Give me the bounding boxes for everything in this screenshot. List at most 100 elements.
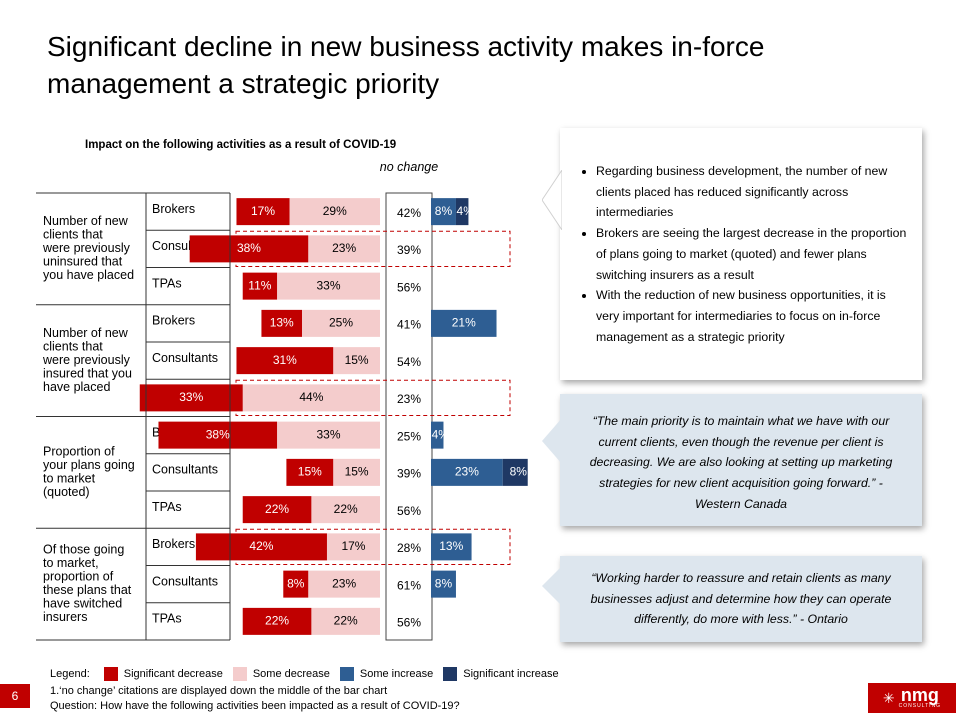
quote-text: “Working harder to reassure and retain c… — [590, 571, 892, 627]
group-label: your plans going — [43, 458, 135, 472]
segment-label: TPAs — [152, 612, 182, 626]
some-increase-bar — [431, 458, 503, 486]
some-decrease-label: 23% — [332, 576, 356, 590]
significant-decrease-bar — [286, 458, 334, 486]
significant-decrease-bar — [236, 198, 290, 226]
significant-increase-bar — [502, 458, 528, 486]
some-decrease-label: 22% — [334, 614, 358, 628]
group-label: clients that — [43, 339, 103, 353]
group-label: to market, — [43, 556, 99, 570]
nmg-logo: ✳ nmg CONSULTING — [868, 683, 956, 713]
findings-list: Regarding business development, the numb… — [580, 161, 911, 347]
significant-decrease-bar — [139, 384, 243, 412]
page-number: 6 — [0, 684, 30, 708]
significant-decrease-label: 22% — [265, 614, 289, 628]
no-change-value: 54% — [397, 355, 421, 369]
some-decrease-bar — [277, 421, 380, 449]
group-label: insured that you — [43, 366, 132, 380]
finding-item: Brokers are seeing the largest decrease … — [596, 223, 911, 285]
no-change-header: no change — [379, 160, 439, 174]
page-title: Significant decline in new business acti… — [47, 31, 765, 99]
significant-decrease-label: 42% — [249, 539, 273, 553]
group-label: to market — [43, 471, 96, 485]
significant-decrease-bar — [242, 607, 312, 635]
significant-decrease-bar — [242, 496, 312, 524]
significant-decrease-label: 33% — [179, 390, 203, 404]
group-label: (quoted) — [43, 485, 90, 499]
some-decrease-bar — [311, 496, 380, 524]
some-decrease-bar — [277, 272, 380, 300]
legend-some-increase: Some increase — [339, 667, 433, 681]
some-decrease-bar — [333, 458, 380, 486]
quote-pointer — [542, 418, 562, 464]
legend-title: Legend: — [50, 668, 90, 680]
quote-text: “The main priority is to maintain what w… — [589, 414, 893, 511]
some-decrease-bar — [308, 235, 380, 263]
no-change-value: 23% — [397, 392, 421, 406]
group-label: have switched — [43, 597, 122, 611]
significant-decrease-bar — [189, 235, 309, 263]
significant-decrease-bar — [283, 570, 309, 598]
legend-significant-decrease: Significant decrease — [103, 667, 223, 681]
segment-label: Brokers — [152, 537, 195, 551]
segment-label: Consultants — [152, 463, 218, 477]
some-decrease-bar — [308, 570, 380, 598]
group-label: Proportion of — [43, 444, 115, 458]
some-increase-label: 8% — [435, 204, 453, 218]
group-label: Number of new — [43, 326, 129, 340]
quote-western-canada: “The main priority is to maintain what w… — [560, 394, 922, 526]
significant-decrease-label: 11% — [248, 278, 271, 292]
no-change-value: 39% — [397, 243, 421, 257]
finding-item: Regarding business development, the numb… — [596, 161, 911, 223]
highlight-box — [235, 230, 511, 267]
some-increase-label: 4% — [432, 427, 450, 441]
significant-decrease-bar — [195, 533, 327, 561]
group-label: uninsured that — [43, 255, 123, 269]
some-increase-bar — [431, 421, 444, 449]
segment-label: TPAs — [152, 500, 182, 514]
significant-decrease-bar — [261, 309, 302, 337]
highlight-box — [235, 528, 511, 565]
no-change-value: 56% — [397, 504, 421, 518]
group-label: insurers — [43, 610, 87, 624]
no-change-value: 42% — [397, 206, 421, 220]
chart-title: Impact on the following activities as a … — [85, 139, 397, 151]
some-decrease-bar — [242, 384, 380, 412]
some-increase-label: 13% — [439, 539, 463, 553]
significant-increase-bar — [455, 198, 469, 226]
significant-decrease-label: 13% — [270, 316, 294, 330]
some-increase-label: 23% — [455, 465, 479, 479]
group-label: were previously — [42, 241, 131, 255]
significant-decrease-label: 22% — [265, 502, 289, 516]
no-change-value: 61% — [397, 578, 421, 592]
no-change-value: 25% — [397, 429, 421, 443]
key-findings-callout: Regarding business development, the numb… — [560, 128, 922, 380]
some-decrease-bar — [326, 533, 380, 561]
some-decrease-bar — [289, 198, 380, 226]
segment-label: Brokers — [152, 202, 195, 216]
footnote: 1.‘no change’ citations are displayed do… — [50, 685, 388, 697]
callout-pointer — [542, 170, 562, 230]
some-increase-bar — [431, 309, 497, 337]
significant-increase-label: 8% — [510, 465, 528, 479]
quote-ontario: “Working harder to reassure and retain c… — [560, 556, 922, 642]
some-decrease-label: 33% — [317, 278, 341, 292]
significant-decrease-label: 8% — [287, 576, 305, 590]
quote-pointer — [542, 566, 562, 606]
some-increase-bar — [431, 533, 472, 561]
no-change-value: 39% — [397, 467, 421, 481]
some-decrease-label: 23% — [332, 241, 356, 255]
group-label: you have placed — [43, 268, 134, 282]
significant-decrease-bar — [236, 347, 334, 375]
legend: Legend: Significant decrease Some decrea… — [50, 667, 569, 681]
question-note: Question: How have the following activit… — [50, 700, 460, 712]
segment-label: TPAs — [152, 276, 182, 290]
some-decrease-label: 15% — [345, 353, 369, 367]
finding-item: With the reduction of new business oppor… — [596, 285, 911, 347]
some-decrease-label: 44% — [299, 390, 323, 404]
some-decrease-bar — [311, 607, 380, 635]
some-decrease-label: 15% — [345, 465, 369, 479]
no-change-value: 28% — [397, 541, 421, 555]
significant-decrease-label: 15% — [298, 465, 322, 479]
